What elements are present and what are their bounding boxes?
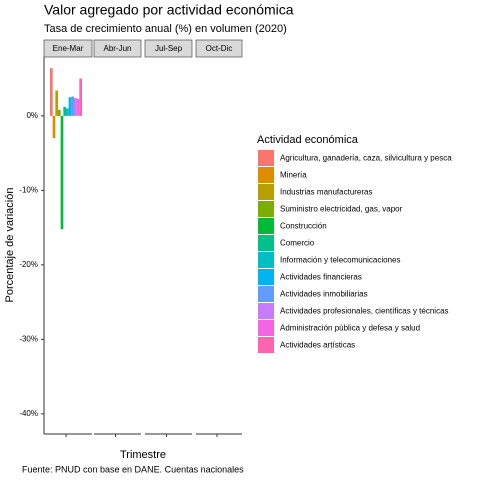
legend-key	[258, 201, 274, 217]
caption: Fuente: PNUD con base en DANE. Cuentas n…	[22, 464, 244, 474]
legend-key	[258, 150, 274, 166]
bar	[60, 115, 64, 230]
facet-strip	[144, 39, 193, 58]
legend-label: Actividades profesionales, científicas y…	[280, 307, 449, 316]
facet-label: Oct-Dic	[206, 44, 233, 53]
bar	[63, 106, 66, 116]
legend-label: Administración pública y defesa y salud	[280, 324, 420, 333]
facet-strip	[93, 39, 142, 58]
legend-key	[258, 303, 274, 319]
legend-label: Industrias manufactureras	[280, 188, 373, 197]
chart-title: Valor agregado por actividad económica	[44, 2, 294, 18]
x-axis-label: Trimestre	[120, 449, 166, 461]
legend-key	[258, 218, 274, 234]
y-tick-label: -30%	[19, 334, 38, 343]
bar	[58, 109, 61, 116]
y-tick-label: 0%	[26, 111, 38, 120]
bar	[79, 78, 82, 116]
legend-title: Actividad económica	[257, 134, 359, 146]
y-tick-label: -10%	[19, 185, 38, 194]
bar	[66, 108, 69, 116]
bar	[50, 68, 53, 116]
legend-label: Actividades financieras	[280, 273, 362, 282]
legend-label: Actividades inmobiliarias	[280, 290, 368, 299]
bar	[71, 96, 74, 116]
legend-key	[258, 286, 274, 302]
bar	[52, 115, 56, 139]
legend-key	[258, 167, 274, 183]
facet-strip	[195, 39, 243, 58]
legend-key	[258, 269, 274, 285]
bar	[68, 97, 72, 116]
legend-label: Comercio	[280, 239, 315, 248]
legend-key	[258, 184, 274, 200]
legend-label: Construcción	[280, 222, 327, 231]
y-tick-label: -20%	[19, 260, 38, 269]
bar	[76, 98, 80, 116]
y-tick-label: -40%	[19, 409, 38, 418]
facet-label: Abr-Jun	[103, 44, 131, 53]
facet-strip	[43, 39, 93, 58]
legend-key	[258, 337, 274, 353]
legend-key	[258, 320, 274, 336]
bar	[55, 90, 58, 116]
facet-label: Jul-Sep	[155, 44, 183, 53]
legend-label: Información y telecomunicaciones	[280, 256, 401, 265]
legend-label: Actividades artísticas	[280, 341, 355, 350]
legend-key	[258, 252, 274, 268]
chart-subtitle: Tasa de crecimiento anual (%) en volumen…	[44, 23, 287, 35]
legend-key	[258, 235, 274, 251]
legend-label: Agricultura, ganadería, caza, silvicultu…	[280, 154, 452, 163]
legend-label: Minería	[280, 171, 307, 180]
bar	[74, 97, 77, 116]
legend-label: Suministro electricidad, gas, vapor	[280, 205, 403, 214]
facet-label: Ene-Mar	[53, 44, 84, 53]
y-axis-label: Porcentaje de variación	[4, 188, 16, 303]
